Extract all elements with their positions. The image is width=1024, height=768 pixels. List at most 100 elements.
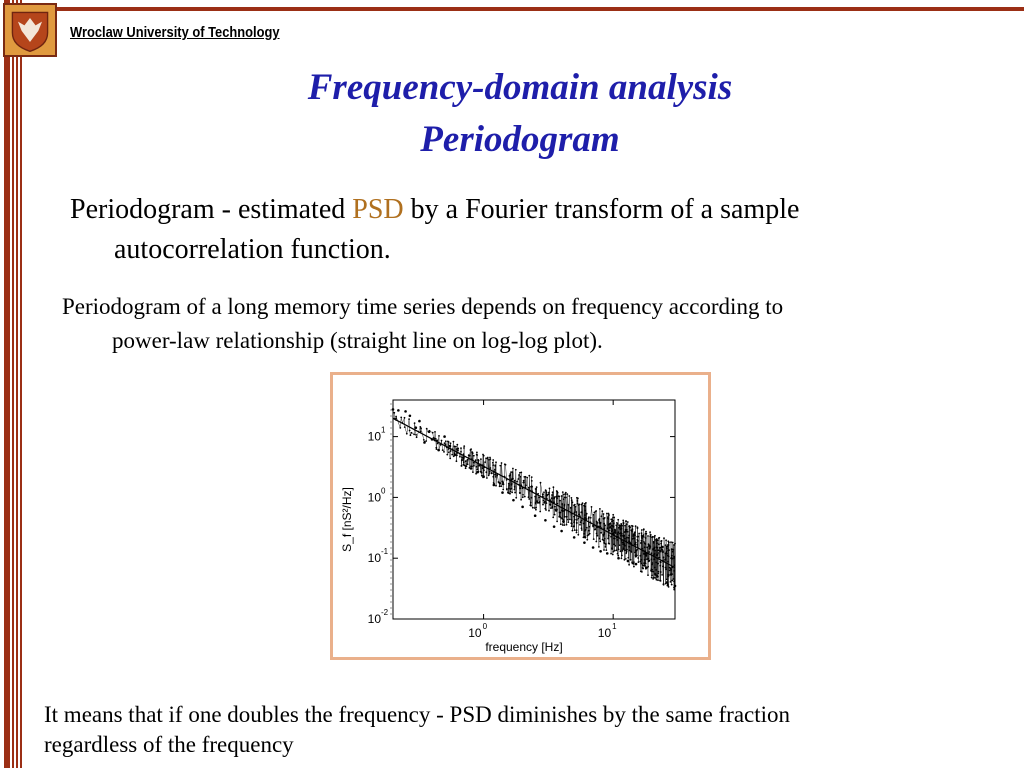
data-point bbox=[559, 499, 561, 502]
data-point bbox=[673, 584, 677, 588]
data-point bbox=[478, 464, 480, 467]
data-point bbox=[570, 499, 573, 501]
university-logo bbox=[3, 3, 57, 57]
fit-line bbox=[392, 417, 676, 569]
data-point bbox=[601, 510, 604, 513]
decor-stripe bbox=[4, 0, 10, 768]
data-point bbox=[628, 534, 630, 537]
data-point bbox=[577, 533, 580, 536]
data-point bbox=[616, 539, 619, 541]
data-point bbox=[496, 474, 498, 477]
data-point bbox=[599, 525, 602, 528]
data-point bbox=[584, 509, 587, 512]
data-point bbox=[673, 588, 676, 591]
data-point bbox=[616, 552, 619, 555]
data-point bbox=[606, 512, 608, 515]
data-point bbox=[403, 426, 406, 428]
data-point bbox=[634, 543, 637, 545]
data-point bbox=[639, 554, 642, 557]
data-point bbox=[664, 544, 667, 546]
data-point bbox=[595, 540, 598, 543]
data-point bbox=[661, 545, 664, 548]
data-point bbox=[577, 497, 579, 500]
data-point bbox=[397, 409, 400, 412]
data-point bbox=[573, 515, 575, 518]
data-point bbox=[460, 447, 462, 449]
data-point bbox=[621, 524, 623, 527]
data-point bbox=[408, 429, 411, 432]
data-point bbox=[486, 477, 488, 479]
data-point bbox=[650, 558, 653, 561]
data-point bbox=[576, 502, 579, 505]
data-point bbox=[624, 549, 626, 552]
data-point bbox=[646, 546, 649, 549]
data-point bbox=[580, 529, 583, 531]
data-point bbox=[644, 537, 647, 539]
long-memory-line2: power-law relationship (straight line on… bbox=[112, 328, 603, 353]
data-point bbox=[617, 556, 620, 560]
data-point bbox=[630, 551, 633, 553]
data-point bbox=[667, 575, 670, 578]
data-point bbox=[613, 516, 616, 519]
data-point bbox=[485, 457, 487, 460]
data-point bbox=[566, 493, 569, 495]
data-point bbox=[618, 544, 621, 547]
data-point bbox=[549, 504, 552, 506]
y-axis-label: S_f [nS²/Hz] bbox=[340, 487, 354, 552]
data-point bbox=[526, 476, 529, 479]
data-point bbox=[470, 448, 472, 450]
axis-dot bbox=[390, 433, 392, 435]
data-point bbox=[441, 449, 444, 451]
data-point bbox=[575, 531, 578, 534]
data-point bbox=[561, 510, 564, 512]
data-point bbox=[530, 480, 533, 482]
data-point bbox=[425, 440, 428, 442]
data-point bbox=[522, 493, 524, 496]
data-point bbox=[559, 523, 562, 526]
data-point bbox=[672, 548, 675, 551]
data-point bbox=[475, 472, 477, 475]
data-point bbox=[644, 562, 647, 565]
data-point bbox=[603, 522, 605, 525]
data-point bbox=[573, 518, 576, 521]
data-point bbox=[642, 553, 645, 555]
data-point bbox=[668, 541, 670, 544]
definition-text-cont: by a Fourier transform of a sample bbox=[403, 194, 800, 225]
data-point bbox=[648, 547, 651, 550]
data-point bbox=[413, 433, 415, 436]
data-point bbox=[513, 485, 516, 488]
data-point bbox=[465, 460, 467, 462]
data-point bbox=[578, 503, 581, 506]
data-point bbox=[556, 520, 558, 523]
data-point bbox=[664, 558, 667, 561]
data-point bbox=[513, 488, 516, 491]
data-point bbox=[552, 516, 555, 519]
axis-dot bbox=[390, 481, 392, 483]
data-point bbox=[620, 527, 623, 530]
data-point bbox=[536, 500, 538, 502]
data-point bbox=[565, 523, 568, 526]
data-point bbox=[665, 539, 667, 542]
axis-dot bbox=[390, 445, 392, 447]
data-point bbox=[647, 543, 650, 545]
data-point bbox=[438, 435, 440, 437]
data-point bbox=[494, 464, 497, 467]
data-point bbox=[550, 497, 553, 500]
data-point bbox=[499, 464, 502, 467]
data-point bbox=[483, 469, 485, 472]
data-point bbox=[650, 576, 653, 579]
data-point bbox=[516, 480, 518, 483]
data-point bbox=[651, 562, 654, 564]
data-point bbox=[583, 541, 586, 544]
data-point bbox=[435, 446, 438, 449]
axis-dot bbox=[390, 553, 392, 555]
axis-dot bbox=[390, 571, 392, 573]
data-point bbox=[548, 509, 550, 512]
data-point bbox=[591, 546, 595, 549]
axis-dot bbox=[390, 607, 392, 609]
data-point bbox=[569, 506, 572, 509]
data-point bbox=[624, 558, 627, 560]
data-point bbox=[633, 537, 636, 540]
y-tick-exponent: 1 bbox=[381, 426, 386, 435]
